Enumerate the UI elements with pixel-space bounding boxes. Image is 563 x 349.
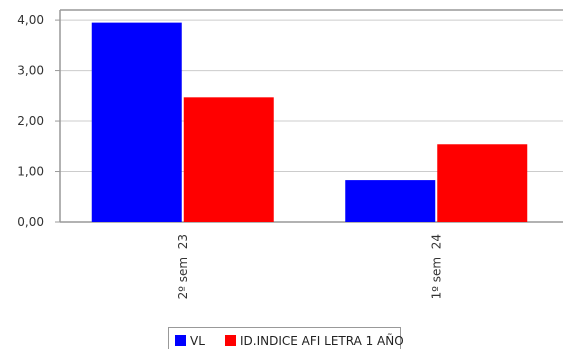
bar: [437, 144, 528, 222]
y-axis-ticks: 0,00 1,00 2,00 3,00 4,00: [17, 13, 60, 229]
y-tick-label: 0,00: [17, 215, 44, 229]
bar: [91, 22, 182, 222]
y-tick-label: 1,00: [17, 165, 44, 179]
x-axis-labels: 2º sem 23 1º sem 24: [176, 234, 444, 299]
bar: [345, 180, 436, 222]
legend-swatch: [175, 335, 186, 346]
y-tick-label: 3,00: [17, 64, 44, 78]
bar: [183, 97, 274, 222]
y-tick-label: 4,00: [17, 13, 44, 27]
legend-label: VL: [190, 334, 205, 348]
legend: VL ID.INDICE AFI LETRA 1 AÑO: [168, 327, 404, 349]
legend-label: ID.INDICE AFI LETRA 1 AÑO: [240, 333, 404, 348]
x-tick-label: 1º sem 24: [429, 234, 443, 299]
y-tick-label: 2,00: [17, 114, 44, 128]
x-tick-label: 2º sem 23: [176, 234, 190, 299]
legend-swatch: [225, 335, 236, 346]
bars: [91, 22, 528, 222]
